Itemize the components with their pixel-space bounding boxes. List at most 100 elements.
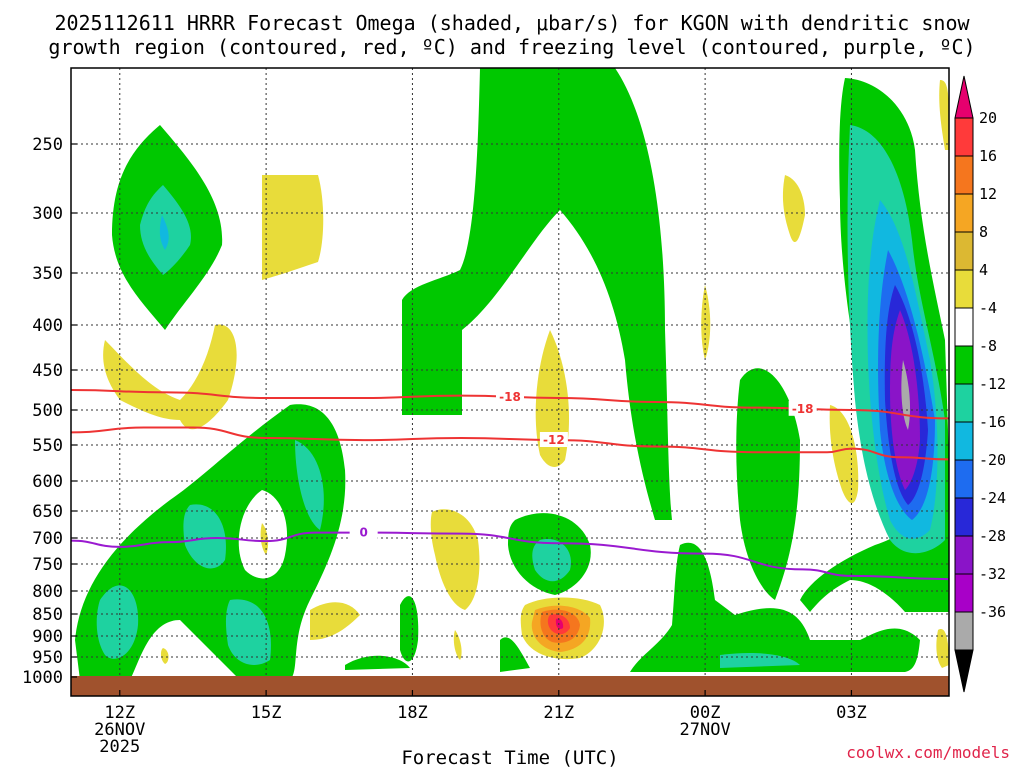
y-tick-label-850: 850: [32, 605, 63, 625]
teal-circle-21z: [532, 539, 571, 582]
contour-label-dgz-12: -12: [543, 433, 565, 447]
colorbar-segment: [954, 345, 974, 385]
title-line-2: growth region (contoured, red, ºC) and f…: [48, 35, 975, 59]
x-tick-label-2025: 2025: [99, 737, 140, 757]
contour-label-bg: [349, 524, 378, 540]
colorbar-label-8: 8: [979, 223, 988, 241]
contour-label-bg: [788, 400, 817, 416]
teal-core-15z-low: [225, 599, 271, 665]
colorbar-label--12: -12: [979, 375, 1006, 393]
teal-core-12z-low: [96, 585, 139, 659]
x-tick-label-03Z: 03Z: [836, 703, 867, 723]
magenta-core-21z: [555, 618, 564, 629]
x-tick-label-26NOV: 26NOV: [94, 720, 145, 740]
y-tick-label-450: 450: [32, 361, 63, 381]
colorbar-bottom-cap: [954, 649, 974, 693]
colorbar-label-16: 16: [979, 147, 997, 165]
cyan-core-12z: [159, 215, 169, 250]
colorbar-label--4: -4: [979, 299, 997, 317]
contours: -18 -18 -12 0: [71, 388, 949, 581]
green-upper-plume: [402, 68, 672, 520]
y-tick-label-400: 400: [32, 316, 63, 336]
colorbar-label--8: -8: [979, 337, 997, 355]
colorbar-segment: [954, 573, 974, 613]
teal-core-16z: [295, 440, 324, 530]
colorbar-segment: [954, 155, 974, 195]
yellow-bottom-right: [936, 629, 949, 668]
yellow-top-right: [939, 80, 949, 150]
omega-shading: [75, 68, 949, 680]
yellow-15z-spot: [260, 523, 269, 555]
x-tick-label-27NOV: 27NOV: [680, 720, 731, 740]
colorbar-segment: [954, 497, 974, 537]
grey-core-04z: [901, 360, 911, 430]
yellow-02z-upper: [782, 175, 805, 243]
x-tick-label-00Z: 00Z: [690, 703, 721, 723]
green-spot-17z: [345, 655, 410, 670]
y-tick-label-550: 550: [32, 436, 63, 456]
y-tick-label-750: 750: [32, 555, 63, 575]
x-tick-label-18Z: 18Z: [397, 703, 428, 723]
green-spot-20z: [500, 637, 530, 672]
colorbar-segment: [954, 193, 974, 233]
colorbar-label--32: -32: [979, 565, 1006, 583]
colorbar-segment: [954, 535, 974, 575]
y-tick-label-250: 250: [32, 135, 63, 155]
y-tick-label-800: 800: [32, 582, 63, 602]
y-tick-label-650: 650: [32, 502, 63, 522]
yellow-12z-left: [103, 324, 237, 430]
y-tick-label-700: 700: [32, 529, 63, 549]
contour-label-bg: [539, 431, 568, 447]
yellow-00z-spike: [701, 285, 711, 360]
yellow-18z-spike: [453, 630, 462, 660]
contour-freezing-0: [71, 531, 949, 581]
contour-label-dgz-18: -18: [792, 402, 814, 416]
colorbar-label--20: -20: [979, 451, 1006, 469]
green-band-01z: [736, 368, 800, 600]
credit-text[interactable]: coolwx.com/models: [846, 743, 1010, 762]
x-axis-label: Forecast Time (UTC): [401, 747, 618, 768]
green-spot-18z: [400, 596, 419, 662]
colorbar-segment: [954, 383, 974, 423]
y-tick-label-950: 950: [32, 648, 63, 668]
x-tick-label-12Z: 12Z: [104, 703, 135, 723]
contour-label-bg: [496, 388, 524, 404]
x-tick-label-21Z: 21Z: [543, 703, 574, 723]
plot-border: [70, 67, 950, 697]
y-tick-label-500: 500: [32, 401, 63, 421]
colorbar-label--16: -16: [979, 413, 1006, 431]
green-lower-right: [630, 542, 920, 672]
colorbar-segment: [954, 611, 974, 651]
colorbar-label--28: -28: [979, 527, 1006, 545]
x-tick-label-15Z: 15Z: [251, 703, 282, 723]
yellow-15z-upper: [262, 175, 324, 280]
y-axis: 2503003504004505005506006507007508008509…: [22, 135, 77, 688]
colorbar-segment: [954, 307, 974, 347]
colorbar-segment: [954, 231, 974, 271]
y-tick-label-600: 600: [32, 472, 63, 492]
ground-bar: [71, 676, 949, 696]
colorbar-label--24: -24: [979, 489, 1006, 507]
colorbar-label-12: 12: [979, 185, 997, 203]
contour-label-dgz-18: -18: [499, 390, 521, 404]
colorbar-label--36: -36: [979, 603, 1006, 621]
title-line-1: 2025112611 HRRR Forecast Omega (shaded, …: [54, 11, 970, 35]
y-tick-label-300: 300: [32, 204, 63, 224]
teal-lower-right: [720, 653, 800, 668]
yellow-16z-low: [310, 602, 360, 640]
y-tick-label-900: 900: [32, 627, 63, 647]
colorbar-top-cap: [954, 75, 974, 119]
plot-area: -18 -18 -12 0: [71, 68, 949, 696]
colorbar-segment: [954, 117, 974, 157]
colorbar-segment: [954, 421, 974, 461]
teal-core-14z: [183, 504, 226, 569]
colorbar-segment: [954, 459, 974, 499]
colorbar-label-20: 20: [979, 109, 997, 127]
yellow-12z-spot: [160, 648, 169, 664]
y-tick-label-350: 350: [32, 264, 63, 284]
colorbar: 20 16 12 8 4 -4 -8 -12 -16 -20 -24 -28 -32 -36: [954, 75, 1006, 693]
y-tick-label-1000: 1000: [22, 668, 63, 688]
contour-label-freezing-0: 0: [359, 526, 367, 540]
